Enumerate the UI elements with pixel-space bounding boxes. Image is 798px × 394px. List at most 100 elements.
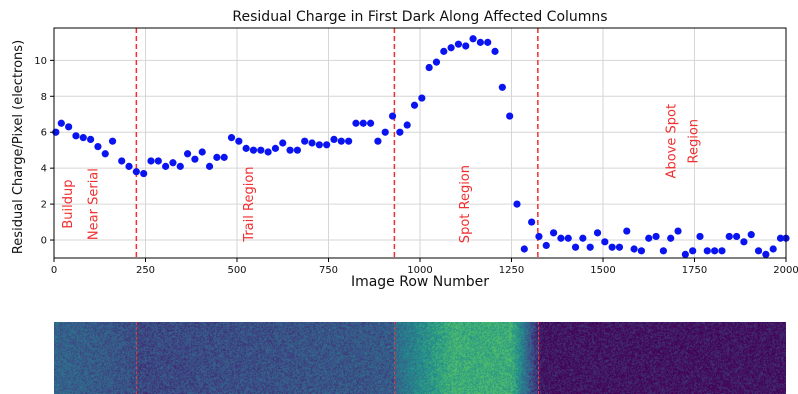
- data-point: [637, 247, 646, 255]
- data-point: [469, 35, 477, 43]
- data-point: [440, 47, 448, 55]
- data-point: [652, 232, 660, 241]
- data-point: [94, 142, 102, 151]
- data-point: [528, 218, 536, 226]
- region-annotation: Trail Region: [242, 166, 257, 242]
- data-point: [776, 234, 785, 242]
- data-point: [542, 241, 550, 250]
- region-annotation: Buildup: [61, 180, 76, 229]
- region-divider-lines: [135, 28, 539, 258]
- data-point: [227, 134, 236, 142]
- data-point: [513, 200, 521, 208]
- data-point: [579, 234, 587, 242]
- data-point: [140, 169, 148, 178]
- y-tick-label: 0: [41, 236, 47, 247]
- data-point: [366, 119, 375, 127]
- data-point: [667, 234, 675, 242]
- data-point: [249, 146, 258, 154]
- data-points: [52, 35, 790, 259]
- data-point: [101, 150, 109, 158]
- data-point: [462, 42, 470, 50]
- strip-region-divider: [394, 322, 396, 394]
- data-point: [242, 144, 250, 152]
- detector-image: [54, 322, 786, 394]
- x-tick-label: 250: [136, 265, 155, 276]
- data-point: [337, 137, 345, 145]
- data-point: [293, 146, 301, 154]
- data-point: [740, 238, 748, 246]
- data-point: [396, 128, 404, 136]
- data-point: [674, 227, 682, 235]
- data-point: [330, 135, 338, 144]
- data-point: [57, 119, 65, 127]
- axis-ticks: 0 250 500 750 1000 1250 1500 1750 2000 0 2 4 6 8 10: [34, 56, 798, 276]
- data-point: [359, 119, 367, 127]
- data-point: [645, 234, 653, 242]
- data-point: [125, 162, 133, 170]
- data-point: [484, 38, 492, 46]
- detector-image-strip: [54, 322, 786, 394]
- x-tick-label: 500: [227, 265, 246, 276]
- data-point: [286, 146, 294, 154]
- data-point: [432, 58, 441, 66]
- data-point: [696, 232, 704, 241]
- data-point: [601, 238, 609, 246]
- data-point: [345, 137, 353, 145]
- data-point: [279, 139, 287, 147]
- x-tick-label: 1000: [407, 265, 432, 276]
- y-tick-label: 8: [41, 92, 47, 103]
- data-point: [762, 250, 770, 259]
- data-point: [447, 44, 455, 52]
- data-point: [725, 232, 733, 241]
- data-point: [381, 128, 389, 136]
- data-point: [769, 245, 777, 253]
- x-tick-label: 1250: [499, 265, 524, 276]
- data-point: [718, 247, 726, 255]
- data-point: [681, 250, 689, 259]
- data-point: [711, 247, 719, 255]
- x-tick-label: 750: [319, 265, 338, 276]
- x-tick-label: 0: [51, 265, 57, 276]
- data-point: [235, 137, 243, 145]
- data-point: [323, 141, 331, 149]
- data-point: [191, 155, 199, 163]
- data-point: [623, 227, 631, 235]
- data-point: [147, 157, 155, 165]
- region-annotation: Region: [687, 119, 702, 164]
- y-tick-label: 2: [41, 200, 47, 211]
- data-point: [65, 123, 73, 131]
- chart-title: Residual Charge in First Dark Along Affe…: [232, 9, 607, 25]
- data-point: [169, 159, 177, 167]
- data-point: [491, 47, 499, 55]
- data-point: [264, 148, 272, 156]
- data-point: [520, 245, 528, 253]
- data-point: [301, 137, 309, 145]
- data-point: [498, 83, 506, 91]
- data-point: [403, 121, 411, 129]
- x-tick-label: 1750: [682, 265, 707, 276]
- data-point: [586, 243, 594, 251]
- data-point: [176, 162, 184, 170]
- data-point: [571, 243, 580, 251]
- data-point: [213, 153, 221, 161]
- data-point: [535, 232, 543, 241]
- data-point: [410, 101, 419, 109]
- data-point: [315, 141, 323, 149]
- data-point: [754, 247, 763, 255]
- data-point: [308, 139, 316, 147]
- region-annotations: Buildup Near Serial Trail Region Spot Regio…: [61, 104, 702, 243]
- region-annotation: Above Spot: [665, 104, 680, 178]
- data-point: [162, 162, 170, 170]
- data-point: [87, 135, 95, 144]
- x-tick-label: 1500: [590, 265, 615, 276]
- data-point: [630, 245, 638, 253]
- data-point: [454, 40, 463, 48]
- x-tick-label: 2000: [773, 265, 798, 276]
- strip-region-divider: [136, 322, 138, 394]
- data-point: [659, 247, 667, 255]
- data-point: [476, 38, 484, 46]
- region-annotation: Near Serial: [86, 168, 101, 240]
- data-point: [183, 150, 192, 158]
- data-point: [747, 231, 755, 239]
- y-tick-label: 10: [34, 56, 47, 67]
